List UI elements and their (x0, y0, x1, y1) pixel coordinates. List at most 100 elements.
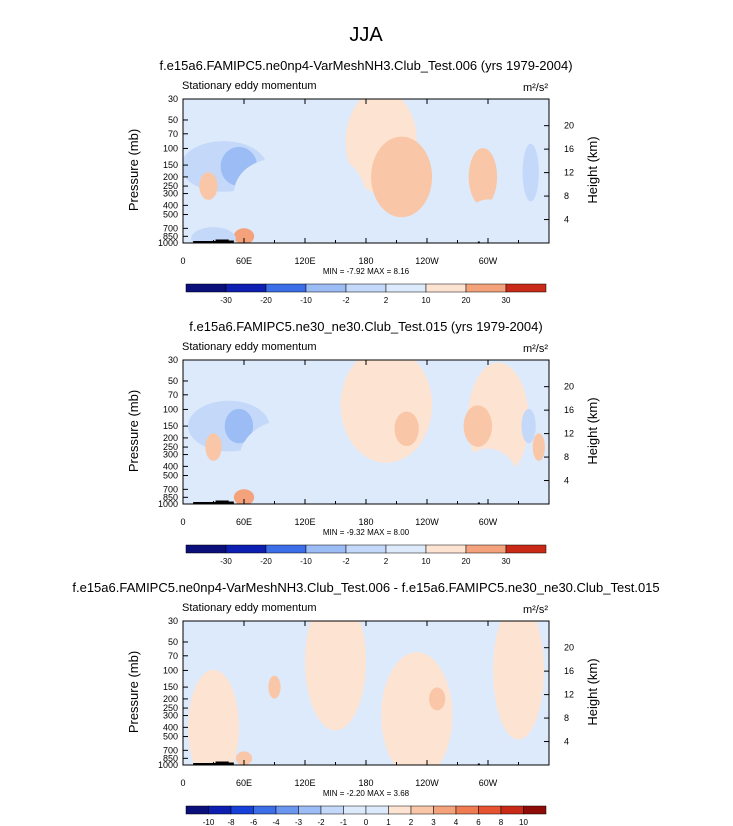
y-tick-label: 1000 (158, 760, 178, 770)
colorbar-label: 10 (422, 557, 431, 566)
colorbar-label: -1 (340, 818, 348, 826)
colorbar-label: 2 (409, 818, 414, 826)
contour-region (233, 158, 316, 229)
colorbar-box (225, 283, 267, 293)
y-tick-label: 1000 (158, 238, 178, 248)
x-tick-label: 0 (180, 517, 185, 527)
colorbar: -30 -20 -10 -2 2 10 20 30 (185, 544, 547, 566)
height-tick-label: 20 (564, 121, 574, 131)
height-tick-label: 8 (564, 191, 569, 201)
contour-region (371, 136, 433, 218)
left-label: Stationary eddy momentum (182, 602, 317, 614)
left-label: Stationary eddy momentum (182, 341, 317, 353)
topography (225, 501, 234, 504)
x-tick-label: 60E (236, 517, 252, 527)
colorbar-label: 20 (462, 557, 471, 566)
height-tick-label: 8 (564, 713, 569, 723)
height-tick-label: 20 (564, 643, 574, 653)
colorbar-label: -20 (260, 557, 272, 566)
contour-region (468, 148, 498, 206)
colorbar-label: -6 (250, 818, 258, 826)
colorbar-box (253, 805, 277, 815)
y-tick-label: 400 (163, 200, 178, 210)
topography (225, 762, 234, 765)
colorbar-label: -2 (317, 818, 325, 826)
y-tick-label: 850 (163, 753, 178, 763)
panel-3: f.e15a6.FAMIPC5.ne0np4-VarMeshNH3.Club_T… (72, 580, 659, 826)
colorbar-box (505, 544, 547, 554)
contour-region (493, 621, 544, 740)
height-tick-label: 4 (564, 476, 569, 486)
stats-label: MIN = -9.32 MAX = 8.00 (323, 528, 410, 537)
y-tick-label: 500 (163, 732, 178, 742)
units-label: m²/s² (523, 604, 548, 616)
contour-region (199, 172, 218, 200)
panel-2: f.e15a6.FAMIPC5.ne30_ne30.Club_Test.015 … (126, 319, 600, 566)
colorbar-label: -30 (220, 557, 232, 566)
y-tick-label: 400 (163, 461, 178, 471)
x-tick-label: 180 (358, 517, 373, 527)
colorbar-label: -3 (295, 818, 303, 826)
colorbar-box (425, 544, 467, 554)
y-tick-label: 700 (163, 484, 178, 494)
topography (225, 240, 234, 243)
x-tick-label: 120E (294, 517, 315, 527)
y-tick-label: 70 (168, 651, 178, 661)
contour-region (305, 159, 366, 241)
colorbar-box (230, 805, 254, 815)
x-tick-label: 60E (236, 778, 252, 788)
height-tick-label: 12 (564, 690, 574, 700)
contour-region (224, 408, 254, 444)
topography (215, 239, 229, 243)
contour-region (394, 411, 419, 447)
y-tick-label: 150 (163, 682, 178, 692)
y-axis-label: Pressure (mb) (126, 390, 141, 472)
colorbar-box (298, 805, 322, 815)
units-label: m²/s² (523, 343, 548, 355)
y-tick-label: 50 (168, 637, 178, 647)
contour-region (305, 621, 366, 731)
colorbar-box (275, 805, 299, 815)
colorbar-box (343, 805, 367, 815)
units-label: m²/s² (523, 82, 548, 94)
y-tick-label: 250 (163, 703, 178, 713)
x-tick-label: 120W (415, 256, 439, 266)
colorbar-label: 30 (502, 296, 511, 305)
contour-region (521, 408, 536, 444)
field-background (183, 621, 549, 765)
height-tick-label: 16 (564, 144, 574, 154)
y-axis-label: Pressure (mb) (126, 651, 141, 733)
height-tick-label: 20 (564, 382, 574, 392)
y-tick-label: 150 (163, 421, 178, 431)
x-tick-label: 180 (358, 778, 373, 788)
y-tick-label: 300 (163, 450, 178, 460)
colorbar: -10 -8 -6 -4 -3 -2 -1 0 1 2 3 4 6 8 10 (185, 805, 547, 826)
left-label: Stationary eddy momentum (182, 80, 317, 92)
colorbar-label: -10 (300, 296, 312, 305)
y-tick-label: 30 (168, 616, 178, 626)
x-tick-label: 120W (415, 517, 439, 527)
colorbar-box (388, 805, 412, 815)
topography (477, 241, 480, 243)
y-tick-label: 100 (163, 404, 178, 414)
y-tick-label: 50 (168, 115, 178, 125)
colorbar-box (385, 544, 427, 554)
colorbar-box (425, 283, 467, 293)
y-tick-label: 150 (163, 160, 178, 170)
y-tick-label: 100 (163, 143, 178, 153)
contour-region (268, 675, 281, 699)
colorbar-box (478, 805, 502, 815)
contour-region (235, 751, 253, 765)
colorbar-label: -2 (342, 557, 350, 566)
colorbar-label: -8 (227, 818, 235, 826)
colorbar-label: 4 (454, 818, 459, 826)
y-tick-label: 200 (163, 694, 178, 704)
y-tick-label: 400 (163, 722, 178, 732)
panel-title: f.e15a6.FAMIPC5.ne0np4-VarMeshNH3.Club_T… (159, 58, 572, 73)
colorbar-box (185, 283, 227, 293)
y-tick-label: 1000 (158, 499, 178, 509)
height-tick-label: 12 (564, 168, 574, 178)
y-tick-label: 850 (163, 492, 178, 502)
contour-field (188, 360, 545, 504)
y-tick-label: 250 (163, 442, 178, 452)
